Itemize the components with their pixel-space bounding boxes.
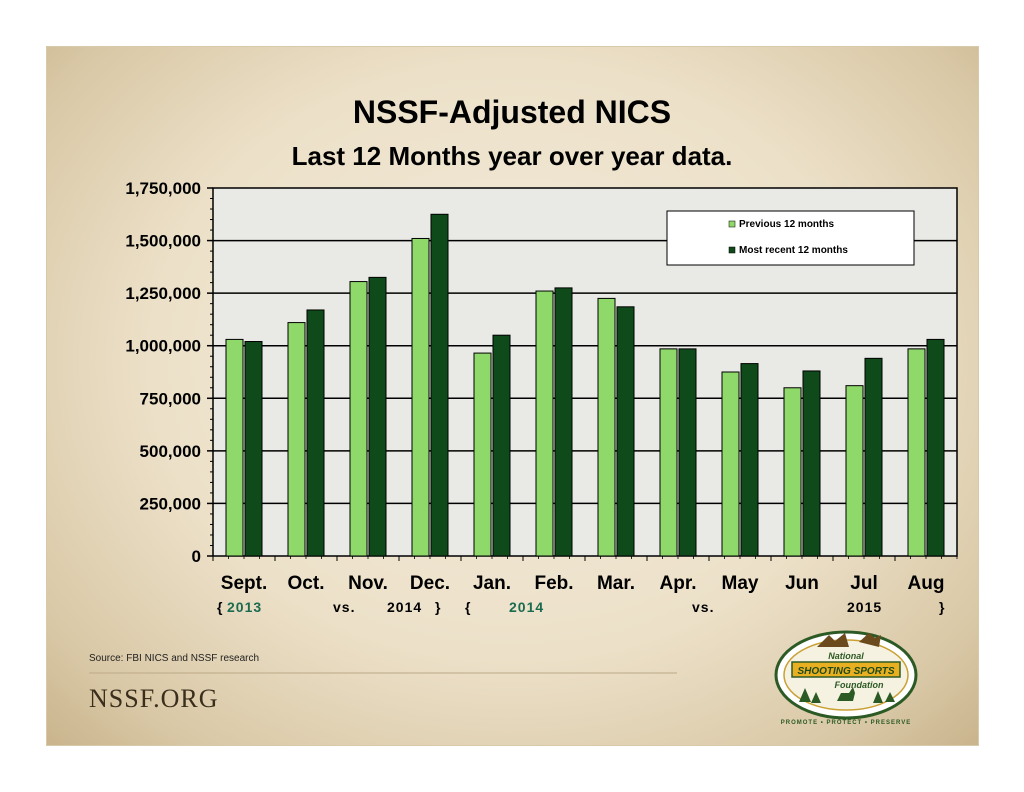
bar-previous <box>845 385 864 557</box>
period-brace-close-1: } <box>435 599 441 615</box>
bar-recent <box>864 357 883 557</box>
legend-box <box>666 210 915 266</box>
site-url: NSSF.ORG <box>89 684 218 713</box>
period-year-2015: 2015 <box>847 599 882 615</box>
bar-previous <box>721 371 740 557</box>
deer-icon <box>837 687 855 701</box>
nssf-logo: National SHOOTING SPORTS Foundation PROM… <box>774 630 918 726</box>
slide: NSSF-Adjusted NICS Last 12 Months year o… <box>47 47 978 745</box>
x-tick-label: Jul <box>850 573 877 594</box>
period-vs-2: vs. <box>692 599 714 615</box>
period-vs-1: vs. <box>333 599 355 615</box>
y-tick-label: 0 <box>192 547 201 566</box>
bar-previous <box>473 352 492 557</box>
bar-previous <box>287 322 306 557</box>
bar-previous <box>783 387 802 557</box>
nics-chart: NSSF-Adjusted NICS Last 12 Months year o… <box>89 94 958 726</box>
legend: Previous 12 months Most recent 12 months <box>666 210 915 266</box>
logo-tagline: PROMOTE • PROTECT • PRESERVE <box>781 720 911 726</box>
bar-previous <box>225 338 244 557</box>
y-tick-label: 1,500,000 <box>125 232 201 251</box>
x-tick-label: Mar. <box>597 573 635 594</box>
bar-recent <box>430 213 449 557</box>
bar-recent <box>368 276 387 557</box>
y-axis-ticks: 0 250,000 500,000 750,000 1,000,000 1,250,000… <box>125 179 213 566</box>
bar-recent <box>740 363 759 557</box>
legend-swatch-previous <box>728 220 736 228</box>
bar-previous <box>349 281 368 557</box>
y-tick-label: 1,750,000 <box>125 179 201 198</box>
period-year-2014-b: 2014 <box>509 599 544 615</box>
x-tick-label: Jan. <box>473 573 511 594</box>
period-brace-open-2: { <box>465 599 471 615</box>
x-tick-label: Apr. <box>660 573 697 594</box>
legend-label-recent: Most recent 12 months <box>739 245 848 256</box>
x-tick-label: Sept. <box>221 573 267 594</box>
y-tick-label: 250,000 <box>140 494 201 513</box>
x-axis-minor-ticks <box>212 556 958 561</box>
y-tick-label: 1,000,000 <box>125 337 201 356</box>
source-note: Source: FBI NICS and NSSF research <box>89 653 259 664</box>
x-tick-label: Aug <box>908 573 945 594</box>
x-tick-label: May <box>722 573 759 594</box>
x-tick-label: Jun <box>785 573 819 594</box>
bar-recent <box>926 338 945 557</box>
bar-previous <box>597 297 616 557</box>
bars <box>225 213 945 557</box>
chart-subtitle: Last 12 Months year over year data. <box>292 141 733 171</box>
period-year-2014-a: 2014 <box>387 599 422 615</box>
bar-recent <box>616 306 635 557</box>
period-brace-close-2: } <box>939 599 945 615</box>
y-tick-label: 750,000 <box>140 389 201 408</box>
bar-previous <box>659 348 678 557</box>
bar-recent <box>492 334 511 557</box>
period-brace-open-1: { <box>217 599 223 615</box>
period-year-2013: 2013 <box>227 599 262 615</box>
bar-recent <box>244 341 263 557</box>
bar-previous <box>411 237 430 557</box>
legend-swatch-recent <box>728 246 736 254</box>
bar-previous <box>535 290 554 557</box>
logo-banner <box>791 661 901 678</box>
shooter-icon <box>817 633 849 647</box>
logo-line2: SHOOTING SPORTS <box>797 666 894 677</box>
x-tick-label: Feb. <box>534 573 573 594</box>
x-tick-label: Oct. <box>288 573 325 594</box>
x-tick-label: Nov. <box>348 573 388 594</box>
logo-line3: Foundation <box>835 680 884 690</box>
logo-line1: National <box>828 651 864 661</box>
period-labels: { 2013 vs. 2014 } { 2014 vs. 2015 } <box>217 599 945 615</box>
bar-recent <box>554 287 573 557</box>
y-tick-label: 500,000 <box>140 442 201 461</box>
bar-recent <box>306 309 325 557</box>
bar-previous <box>907 348 926 557</box>
bar-recent <box>802 370 821 557</box>
trees-icon <box>799 688 895 703</box>
hunter-icon <box>859 633 881 647</box>
chart-title: NSSF-Adjusted NICS <box>353 94 671 130</box>
x-axis-labels: Sept. Oct. Nov. Dec. Jan. Feb. Mar. Apr. May Jun J… <box>221 573 945 594</box>
x-tick-label: Dec. <box>410 573 450 594</box>
bar-recent <box>678 348 697 557</box>
y-tick-label: 1,250,000 <box>125 284 201 303</box>
legend-label-previous: Previous 12 months <box>739 219 834 230</box>
